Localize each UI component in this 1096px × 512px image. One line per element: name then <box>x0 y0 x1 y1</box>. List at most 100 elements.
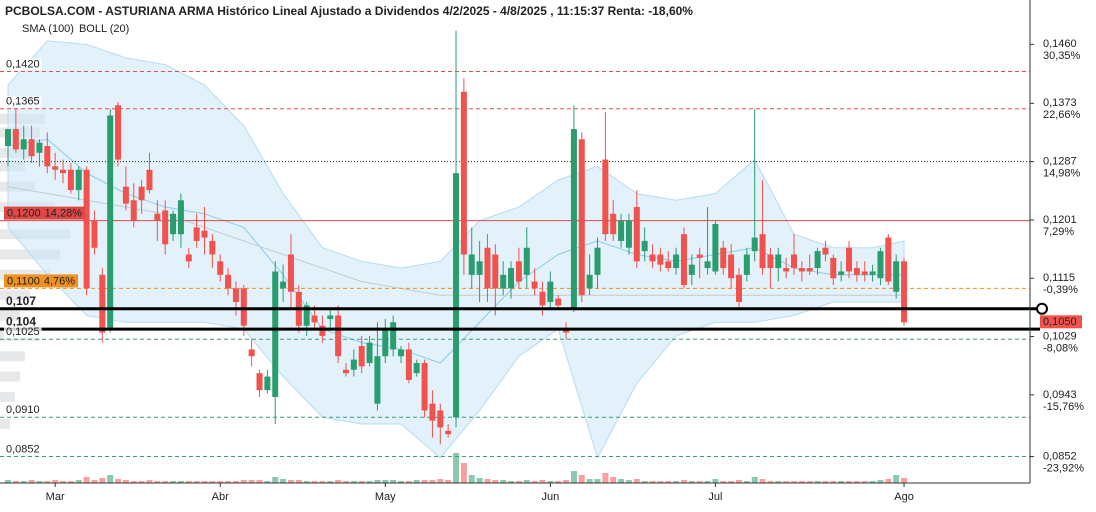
volume-bar <box>162 481 169 483</box>
volume-bar <box>751 477 758 483</box>
volume-bar <box>806 481 813 483</box>
candle-body <box>67 169 74 191</box>
level-label-box <box>4 404 42 417</box>
candle-body <box>783 268 790 272</box>
volume-bar <box>382 480 389 483</box>
volume-bar <box>633 479 640 483</box>
volume-bar <box>272 477 279 483</box>
candle-body <box>311 315 318 323</box>
volume-bar <box>869 481 876 483</box>
level-change-label: 4,76% <box>44 275 75 287</box>
volume-bar <box>563 480 570 483</box>
candle-body <box>822 247 829 255</box>
last-price-label: 0,1050 <box>1043 316 1077 328</box>
candle-body <box>735 274 742 302</box>
y-tick-label: 0,1287 <box>1043 156 1077 168</box>
y-tick-label: 0,1460 <box>1043 38 1077 50</box>
candle-body <box>680 234 687 286</box>
volume-bar <box>193 481 200 483</box>
volume-bar <box>673 481 680 483</box>
level-label: 0,104 <box>6 314 36 328</box>
volume-bar <box>508 481 515 483</box>
y-tick-label: 0,0943 <box>1043 389 1077 401</box>
candle-body <box>374 356 381 404</box>
volume-profile-bar <box>0 391 15 402</box>
volume-bar <box>791 481 797 483</box>
volume-bar <box>453 453 460 483</box>
candle-body <box>44 146 51 167</box>
candle-body <box>319 325 326 336</box>
y-tick-change: -15,76% <box>1043 401 1084 413</box>
level-label: 0,1100 <box>7 275 40 287</box>
volume-bar <box>177 481 184 483</box>
candle-body <box>201 230 208 238</box>
candle-body <box>91 220 98 248</box>
y-tick-label: 0,1115 <box>1043 272 1075 284</box>
candle-body <box>272 271 279 397</box>
volume-bar <box>350 481 357 483</box>
volume-bar <box>759 479 766 483</box>
volume-bar <box>775 481 782 483</box>
volume-bar <box>712 479 719 483</box>
volume-bar <box>437 479 444 483</box>
volume-bar <box>36 481 43 483</box>
candle-body <box>122 186 129 204</box>
candle-body <box>759 234 766 269</box>
volume-bar <box>429 480 436 483</box>
volume-bar <box>531 481 538 483</box>
volume-bar <box>398 481 404 483</box>
volume-bar <box>358 481 365 483</box>
candle-body <box>665 261 672 269</box>
level-label-box <box>4 58 42 71</box>
volume-bar <box>767 481 774 483</box>
sma-line <box>7 186 905 296</box>
mid-layer <box>0 30 1030 458</box>
volume-bar <box>445 480 452 483</box>
candle-body <box>500 274 507 289</box>
candle-body <box>728 254 735 279</box>
level-label: 0,1365 <box>6 96 40 108</box>
candle-body <box>350 359 357 370</box>
candle-body <box>445 430 452 435</box>
volume-bar <box>44 481 51 483</box>
volume-profile-bar <box>0 419 10 430</box>
volume-bar <box>122 480 129 483</box>
volume-bar <box>602 473 609 483</box>
candle-body <box>610 213 617 235</box>
volume-bar <box>75 480 82 483</box>
volume-bar <box>539 480 546 483</box>
x-tick-label: Jul <box>708 491 722 503</box>
volume-bar <box>240 480 247 483</box>
candle-body <box>358 346 365 367</box>
volume-bar <box>342 481 349 483</box>
candle-body <box>484 247 491 289</box>
candle-body <box>264 376 271 391</box>
volume-bar <box>52 480 59 483</box>
volume-bar <box>91 480 98 483</box>
candle-body <box>83 169 90 289</box>
candle-body <box>60 169 67 174</box>
candle-body <box>248 349 255 357</box>
volume-bar <box>374 480 381 483</box>
volume-bar <box>853 481 860 483</box>
candle-body <box>767 254 774 269</box>
candle-body <box>508 268 515 289</box>
candle-body <box>846 247 853 272</box>
volume-bar <box>130 481 137 483</box>
volume-bar <box>822 481 829 483</box>
chart-title: PCBOLSA.COM - ASTURIANA ARMA Histórico L… <box>5 4 693 18</box>
volume-bar <box>877 480 884 483</box>
y-tick-change: -23,92% <box>1043 462 1084 474</box>
candle-body <box>287 254 294 292</box>
candle-body <box>704 261 711 269</box>
volume-bar <box>460 463 467 483</box>
volume-bar <box>138 481 145 483</box>
volume-bar <box>327 481 334 483</box>
candle-body <box>421 362 428 411</box>
candle-body <box>413 362 420 374</box>
volume-bar <box>413 480 420 483</box>
candle-body <box>539 291 546 306</box>
volume-bar <box>5 480 11 483</box>
volume-bar <box>201 481 208 483</box>
